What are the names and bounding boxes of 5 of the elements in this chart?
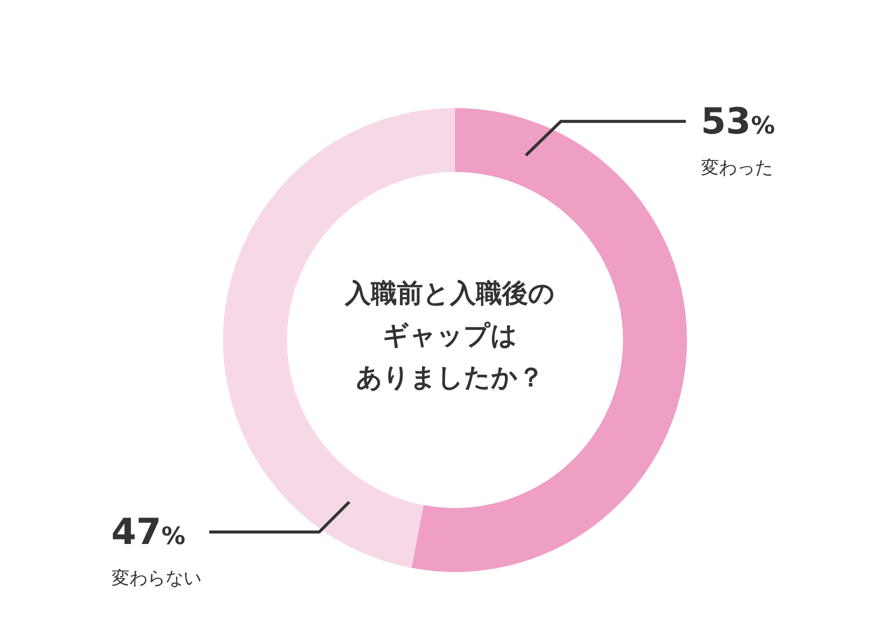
slice-label: 変わった (700, 157, 773, 178)
slice-label: 変わらない (111, 568, 202, 589)
text: 入職前と入職後のギャップはありましたか？ (344, 279, 555, 393)
data-label: 53% (700, 101, 776, 142)
data-label: 47% (111, 512, 186, 553)
